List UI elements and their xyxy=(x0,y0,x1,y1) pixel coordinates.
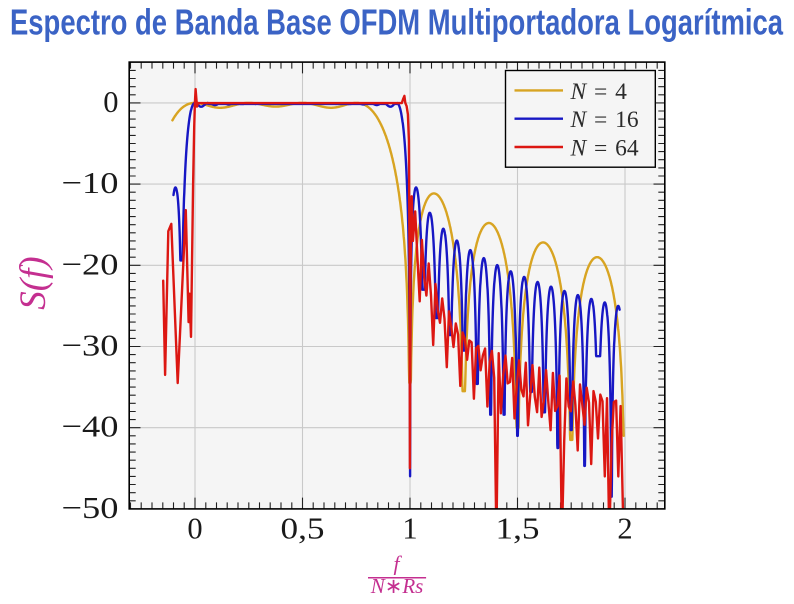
svg-text:2: 2 xyxy=(617,512,632,546)
svg-text:−40: −40 xyxy=(62,410,119,444)
svg-text:−20: −20 xyxy=(62,247,119,281)
svg-text:0: 0 xyxy=(187,512,202,546)
svg-text:N∗Rs: N∗Rs xyxy=(370,574,424,598)
svg-text:−50: −50 xyxy=(62,491,119,525)
svg-text:S(f): S(f) xyxy=(13,256,54,309)
svg-text:N = 64: N = 64 xyxy=(570,136,639,162)
svg-text:1: 1 xyxy=(402,512,417,546)
svg-text:0: 0 xyxy=(103,85,118,119)
svg-text:−10: −10 xyxy=(62,166,119,200)
svg-text:0,5: 0,5 xyxy=(281,512,325,546)
svg-text:N = 4: N = 4 xyxy=(570,79,628,105)
svg-text:Espectro de Banda Base OFDM Mu: Espectro de Banda Base OFDM Multiportado… xyxy=(10,2,784,43)
svg-text:f: f xyxy=(394,552,403,576)
svg-text:N = 16: N = 16 xyxy=(570,107,639,133)
svg-text:−30: −30 xyxy=(62,329,119,363)
svg-text:1,5: 1,5 xyxy=(496,512,540,546)
